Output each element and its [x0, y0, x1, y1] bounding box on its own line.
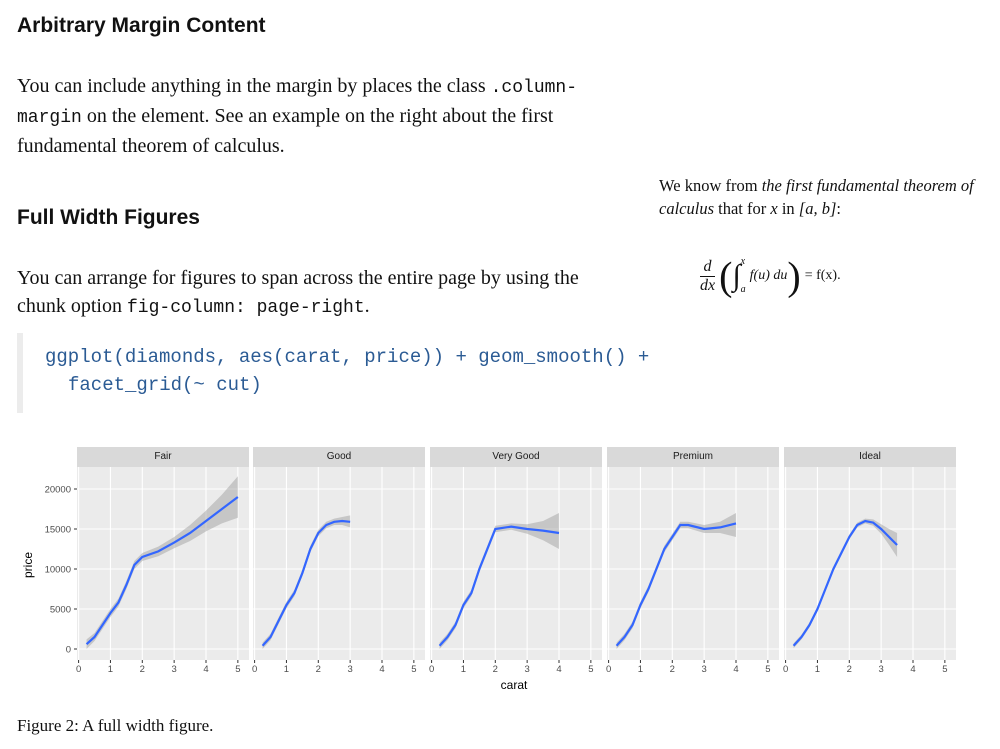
fraction: d dx: [700, 258, 716, 295]
text: in: [781, 199, 795, 218]
rhs: = f(x).: [804, 268, 841, 283]
panel-background: [430, 467, 602, 660]
strip-label: Premium: [673, 451, 713, 462]
strip: [784, 447, 956, 467]
x-tick-label: 4: [203, 664, 208, 675]
x-tick-label: 0: [252, 664, 257, 675]
text: that for: [718, 199, 767, 218]
denominator: dx: [700, 276, 716, 294]
panel-background: [253, 467, 425, 660]
x-tick-label: 5: [588, 664, 593, 675]
upper-limit: x: [740, 256, 746, 267]
y-tick-label: 0: [66, 645, 71, 656]
inline-code: fig-column: page-right: [127, 298, 365, 318]
numerator: d: [700, 258, 716, 277]
x-tick-label: 0: [783, 664, 788, 675]
strip: [607, 447, 779, 467]
text: We know from: [659, 176, 758, 195]
x-tick-label: 3: [701, 664, 706, 675]
x-tick-label: 1: [815, 664, 820, 675]
panel-background: [784, 467, 956, 660]
math-interval: [a, b]: [798, 199, 837, 218]
x-tick-label: 4: [556, 664, 561, 675]
confidence-ribbon: [439, 513, 559, 649]
lower-limit: a: [740, 284, 746, 295]
inline-code: .column-margin: [17, 78, 578, 128]
x-axis-label: carat: [501, 678, 528, 692]
y-axis-label: price: [21, 552, 35, 578]
code-line: facet_grid(~ cut): [68, 374, 262, 396]
strip: [430, 447, 602, 467]
x-tick-label: 0: [606, 664, 611, 675]
strip: [77, 447, 249, 467]
x-tick-label: 5: [942, 664, 947, 675]
x-tick-label: 2: [316, 664, 321, 675]
strip-label: Ideal: [859, 451, 881, 462]
emphasis: the first fundamental theorem of calculu…: [659, 176, 974, 218]
panel-background: [77, 467, 249, 660]
code-line: ggplot(diamonds, aes(carat, price)) + ge…: [45, 346, 650, 368]
y-tick-label: 10000: [45, 565, 71, 576]
y-tick-label: 5000: [50, 605, 71, 616]
strip-label: Fair: [154, 451, 172, 462]
y-tick-label: 20000: [45, 485, 71, 496]
x-tick-label: 5: [765, 664, 770, 675]
x-tick-label: 0: [76, 664, 81, 675]
x-tick-label: 1: [284, 664, 289, 675]
x-tick-label: 2: [670, 664, 675, 675]
smooth-line: [792, 519, 898, 647]
x-tick-label: 4: [379, 664, 384, 675]
x-tick-label: 5: [411, 664, 416, 675]
x-tick-label: 5: [235, 664, 240, 675]
strip: [253, 447, 425, 467]
smooth-line: [85, 496, 239, 646]
panel-background: [607, 467, 779, 660]
strip-label: Good: [327, 451, 351, 462]
x-tick-label: 0: [429, 664, 434, 675]
paragraph: You can arrange for figures to span acro…: [17, 264, 627, 322]
x-tick-label: 1: [108, 664, 113, 675]
paragraph: You can include anything in the margin b…: [17, 72, 627, 160]
smooth-line: [438, 525, 560, 647]
integral: ∫: [732, 259, 741, 292]
code-block: ggplot(diamonds, aes(carat, price)) + ge…: [17, 333, 683, 413]
x-tick-label: 4: [910, 664, 915, 675]
paren: (: [719, 253, 733, 299]
text: on the element. See an example on the ri…: [17, 105, 554, 157]
confidence-ribbon: [86, 476, 238, 649]
section-heading: Arbitrary Margin Content: [17, 14, 266, 37]
x-tick-label: 1: [638, 664, 643, 675]
text: You can include anything in the margin b…: [17, 75, 486, 97]
figure-caption: Figure 2: A full width figure.: [17, 716, 214, 735]
paren: ): [787, 253, 801, 299]
x-tick-label: 2: [140, 664, 145, 675]
x-tick-label: 3: [878, 664, 883, 675]
text: .: [364, 295, 370, 317]
x-tick-label: 3: [524, 664, 529, 675]
x-tick-label: 4: [733, 664, 738, 675]
margin-note: We know from the first fundamental theor…: [659, 174, 979, 220]
equation: d dx (∫ x a f(u) du) = f(x).: [700, 248, 841, 304]
x-tick-label: 3: [171, 664, 176, 675]
text: You can arrange for figures to span acro…: [17, 267, 579, 317]
x-tick-label: 3: [347, 664, 352, 675]
x-tick-label: 1: [461, 664, 466, 675]
smooth-line: [615, 522, 737, 647]
smooth-line: [261, 519, 351, 647]
strip-label: Very Good: [492, 451, 539, 462]
integrand: f(u) du: [749, 268, 788, 283]
y-tick-label: 15000: [45, 525, 71, 536]
x-tick-label: 2: [493, 664, 498, 675]
section-heading: Full Width Figures: [17, 206, 200, 229]
math-var: x: [770, 199, 778, 218]
x-tick-label: 2: [847, 664, 852, 675]
text: :: [836, 199, 841, 218]
